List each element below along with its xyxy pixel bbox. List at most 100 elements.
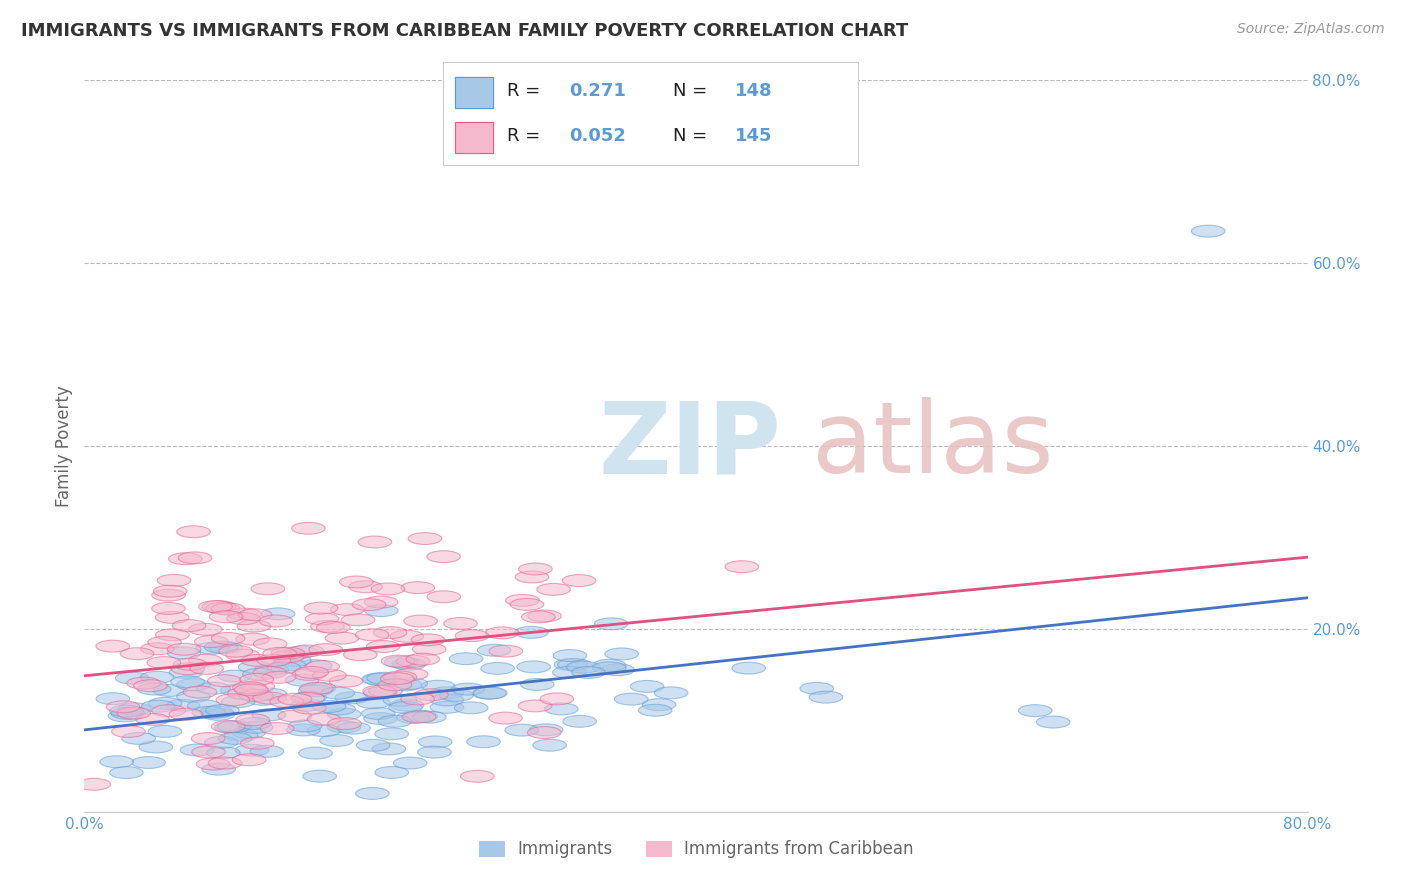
Ellipse shape <box>472 687 506 699</box>
Ellipse shape <box>259 615 292 627</box>
Ellipse shape <box>169 666 202 679</box>
Text: R =: R = <box>508 128 546 145</box>
Ellipse shape <box>562 574 596 587</box>
Ellipse shape <box>152 602 186 615</box>
Ellipse shape <box>298 660 332 672</box>
Ellipse shape <box>240 681 274 692</box>
Ellipse shape <box>240 655 274 666</box>
Ellipse shape <box>139 741 173 753</box>
Ellipse shape <box>404 615 437 627</box>
Ellipse shape <box>157 574 191 586</box>
Ellipse shape <box>364 673 396 685</box>
Ellipse shape <box>359 536 392 548</box>
Ellipse shape <box>243 668 276 680</box>
Y-axis label: Family Poverty: Family Poverty <box>55 385 73 507</box>
Ellipse shape <box>132 756 166 768</box>
Ellipse shape <box>291 523 325 534</box>
Ellipse shape <box>110 766 143 779</box>
Ellipse shape <box>208 675 242 687</box>
Ellipse shape <box>373 627 406 639</box>
Bar <box>456 122 492 153</box>
Ellipse shape <box>110 706 143 717</box>
Ellipse shape <box>378 679 412 690</box>
Ellipse shape <box>643 698 676 711</box>
Ellipse shape <box>412 643 446 655</box>
Ellipse shape <box>183 686 217 698</box>
Ellipse shape <box>252 709 285 721</box>
Ellipse shape <box>111 725 145 738</box>
Ellipse shape <box>412 711 446 723</box>
Ellipse shape <box>467 736 501 747</box>
Ellipse shape <box>226 613 260 624</box>
Ellipse shape <box>211 603 245 615</box>
Text: 0.271: 0.271 <box>569 82 626 100</box>
Ellipse shape <box>117 707 150 719</box>
Ellipse shape <box>202 764 236 775</box>
Ellipse shape <box>388 679 422 690</box>
Ellipse shape <box>430 701 464 714</box>
Ellipse shape <box>262 607 295 620</box>
Ellipse shape <box>250 746 284 757</box>
Ellipse shape <box>205 705 239 716</box>
Ellipse shape <box>454 702 488 714</box>
Ellipse shape <box>356 739 389 751</box>
Ellipse shape <box>529 723 562 736</box>
Ellipse shape <box>96 640 129 652</box>
Ellipse shape <box>304 602 337 614</box>
Ellipse shape <box>260 723 294 734</box>
Ellipse shape <box>343 648 377 661</box>
Ellipse shape <box>522 611 555 623</box>
Ellipse shape <box>356 629 389 640</box>
Ellipse shape <box>311 621 344 632</box>
Ellipse shape <box>401 693 434 705</box>
Ellipse shape <box>638 705 672 716</box>
Ellipse shape <box>411 634 444 646</box>
Ellipse shape <box>394 757 427 769</box>
Ellipse shape <box>361 673 395 685</box>
Ellipse shape <box>325 632 359 644</box>
Ellipse shape <box>167 647 201 659</box>
Ellipse shape <box>228 688 262 699</box>
Ellipse shape <box>254 664 288 675</box>
Ellipse shape <box>319 735 353 747</box>
Ellipse shape <box>153 585 187 597</box>
Ellipse shape <box>595 618 628 630</box>
Ellipse shape <box>127 677 160 689</box>
Ellipse shape <box>200 706 233 718</box>
Ellipse shape <box>321 687 354 699</box>
Ellipse shape <box>142 700 176 712</box>
Ellipse shape <box>800 682 834 694</box>
Ellipse shape <box>1018 705 1052 716</box>
Ellipse shape <box>389 631 423 642</box>
Ellipse shape <box>474 687 508 699</box>
Ellipse shape <box>156 629 190 640</box>
Ellipse shape <box>253 692 287 704</box>
Ellipse shape <box>562 715 596 727</box>
Ellipse shape <box>236 633 270 645</box>
Ellipse shape <box>451 683 485 695</box>
Ellipse shape <box>211 721 245 732</box>
Ellipse shape <box>141 643 174 655</box>
Ellipse shape <box>382 671 416 683</box>
Ellipse shape <box>118 703 152 714</box>
Ellipse shape <box>246 693 280 706</box>
Ellipse shape <box>221 696 254 707</box>
Ellipse shape <box>402 711 436 723</box>
Ellipse shape <box>378 715 412 727</box>
Ellipse shape <box>401 582 434 593</box>
Ellipse shape <box>197 682 231 694</box>
Ellipse shape <box>188 655 222 666</box>
Ellipse shape <box>419 736 453 747</box>
Ellipse shape <box>190 663 224 674</box>
Ellipse shape <box>356 697 389 708</box>
Ellipse shape <box>404 710 437 723</box>
Ellipse shape <box>305 613 339 624</box>
Ellipse shape <box>292 691 326 703</box>
Ellipse shape <box>519 563 553 575</box>
Ellipse shape <box>328 721 361 733</box>
Ellipse shape <box>381 655 415 667</box>
Ellipse shape <box>517 661 551 673</box>
Ellipse shape <box>198 600 232 613</box>
Ellipse shape <box>489 712 523 724</box>
Ellipse shape <box>253 689 287 700</box>
